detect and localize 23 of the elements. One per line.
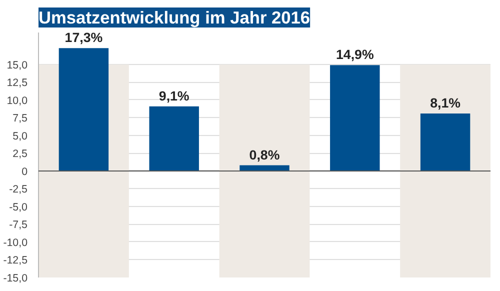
bar: [149, 106, 199, 171]
data-label: 8,1%: [430, 95, 461, 110]
y-tick-label: 15,0: [6, 59, 28, 72]
y-tick-label: 2,5: [12, 148, 28, 160]
y-tick-label: 0: [22, 166, 28, 178]
y-tick-label: 5,0: [12, 130, 28, 142]
data-label: 0,8%: [249, 147, 280, 162]
y-tick-label: -15,0: [3, 272, 28, 284]
y-tick-label: -12,5: [3, 254, 28, 267]
data-label: 14,9%: [336, 47, 374, 62]
bar: [58, 48, 109, 171]
y-tick-label: -2,5: [9, 184, 28, 196]
chart-title: Umsatzentwicklung im Jahr 2016: [38, 8, 310, 28]
y-tick-label: 10,0: [6, 94, 28, 107]
y-tick-label: -7,5: [9, 219, 28, 232]
y-tick-label: -5,0: [9, 201, 28, 214]
data-label: 9,1%: [158, 88, 190, 104]
y-tick-label: -10,0: [3, 236, 28, 249]
y-tick-label: 12,5: [6, 77, 28, 90]
y-tick-label: 7,5: [12, 112, 28, 125]
bar: [420, 113, 470, 171]
bar: [330, 65, 380, 171]
data-label: 17,3%: [64, 30, 103, 46]
